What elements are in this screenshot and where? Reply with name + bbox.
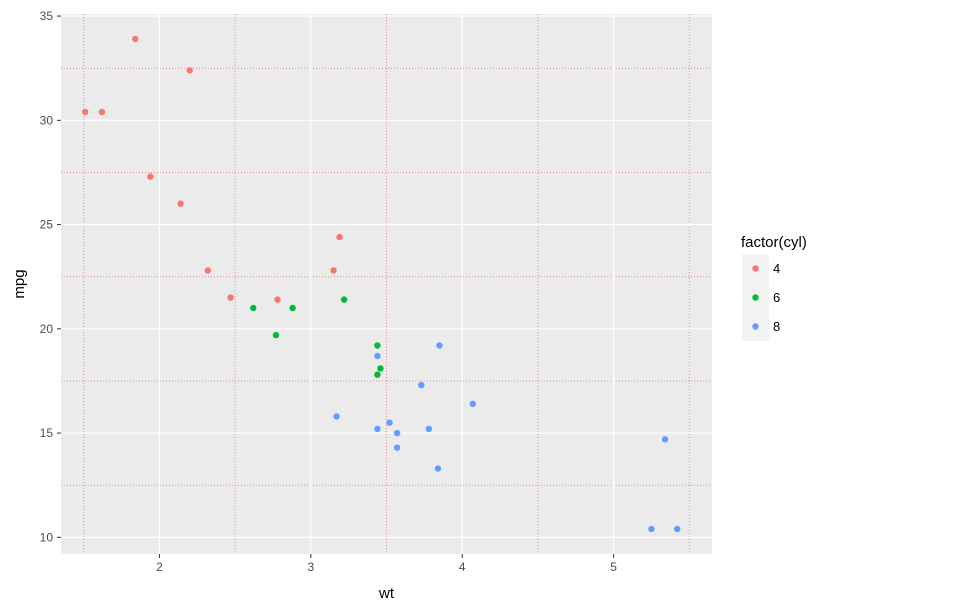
data-point-cyl-8: [333, 413, 340, 420]
data-point-cyl-8: [393, 429, 401, 437]
data-point-cyl-8: [436, 342, 443, 349]
data-point-cyl-4: [147, 173, 154, 180]
y-tick-label: 30: [40, 113, 54, 127]
data-point-cyl-6: [272, 331, 280, 339]
data-point-cyl-4: [274, 296, 281, 303]
legend-label: 4: [773, 261, 780, 276]
data-point-cyl-4: [330, 267, 337, 274]
data-point-cyl-8: [374, 425, 381, 433]
data-point-cyl-4: [98, 108, 106, 116]
y-tick-label: 35: [40, 9, 54, 23]
data-point-cyl-6: [340, 296, 348, 303]
legend-key-point: [752, 294, 759, 301]
data-point-cyl-6: [374, 371, 381, 378]
data-point-cyl-8: [386, 419, 393, 426]
data-point-cyl-8: [374, 352, 381, 360]
data-point-cyl-4: [82, 108, 89, 116]
grid-lines: [61, 14, 712, 554]
data-point-cyl-4: [336, 233, 343, 241]
y-tick-label: 25: [40, 218, 54, 232]
data-point-cyl-6: [374, 342, 381, 349]
data-point-cyl-4: [131, 35, 139, 43]
x-tick-label: 4: [459, 560, 466, 574]
y-tick-label: 15: [40, 426, 54, 440]
x-tick-label: 2: [156, 560, 163, 574]
data-point-cyl-8: [648, 525, 655, 533]
data-point-cyl-4: [227, 294, 234, 301]
data-point-cyl-6: [377, 365, 384, 372]
y-tick-label: 20: [40, 322, 54, 336]
x-tick-label: 3: [307, 560, 314, 574]
data-point-cyl-8: [673, 525, 681, 533]
data-point-cyl-4: [186, 67, 193, 74]
data-points: [82, 35, 681, 533]
axes: 2 3 4 5 10 15 20 25 30 35: [40, 9, 618, 574]
data-point-cyl-6: [289, 304, 296, 312]
x-axis-title: wt: [378, 585, 395, 602]
data-point-cyl-4: [177, 200, 184, 207]
data-point-cyl-8: [469, 400, 476, 408]
data-point-cyl-6: [250, 304, 257, 312]
data-point-cyl-8: [434, 465, 442, 472]
x-tick-label: 5: [610, 560, 617, 574]
data-point-cyl-8: [425, 425, 433, 433]
legend-key-point: [752, 265, 759, 272]
data-point-cyl-4: [204, 267, 212, 274]
data-point-cyl-8: [393, 444, 401, 451]
y-axis-title: mpg: [11, 269, 28, 298]
legend-key-point: [752, 323, 759, 330]
data-point-cyl-8: [418, 381, 425, 389]
legend: factor(cyl) 4 6 8: [741, 234, 807, 341]
legend-title: factor(cyl): [741, 234, 807, 251]
legend-label: 6: [773, 290, 780, 305]
data-point-cyl-8: [661, 436, 669, 443]
y-tick-label: 10: [40, 530, 54, 544]
legend-label: 8: [773, 319, 780, 334]
